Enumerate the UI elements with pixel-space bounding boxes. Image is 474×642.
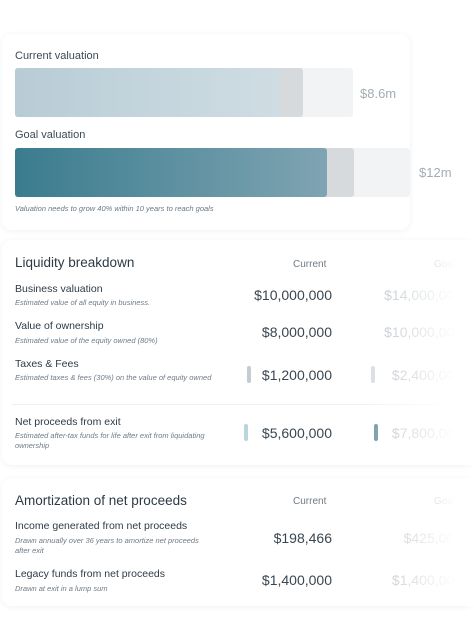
business-valuation-title: Business valuation xyxy=(15,283,103,295)
net-proceeds-title: Net proceeds from exit xyxy=(15,416,121,428)
amortization-col-goal: Goal xyxy=(434,496,456,507)
legacy-funds-goal: $1,400,000 xyxy=(391,572,462,588)
value-of-ownership-title: Value of ownership xyxy=(15,320,104,332)
income-generated-subtitle: Drawn annually over 36 years to amortize… xyxy=(15,536,199,555)
net-proceeds-current: $5,600,000 xyxy=(261,425,332,441)
net-current-indicator xyxy=(244,424,248,441)
value-of-ownership-subtitle: Estimated value of the equity owned (80%… xyxy=(15,336,158,345)
goal-valuation-value: $12m xyxy=(419,165,452,180)
taxes-fees-current: $1,200,000 xyxy=(261,367,332,383)
legacy-funds-current: $1,400,000 xyxy=(261,572,332,588)
taxes-fees-goal: $2,400,000 xyxy=(391,367,462,383)
business-valuation-current: $10,000,000 xyxy=(254,287,332,303)
value-of-ownership-current: $8,000,000 xyxy=(261,324,332,340)
taxes-fees-subtitle: Estimated taxes & fees (30%) on the valu… xyxy=(15,373,212,382)
net-proceeds-goal: $7,800,000 xyxy=(391,425,462,441)
current-valuation-value: $8.6m xyxy=(360,86,397,101)
value-of-ownership-goal: $10,000,000 xyxy=(384,324,462,340)
income-generated-title: Income generated from net proceeds xyxy=(15,520,188,532)
net-proceeds-subtitle: Estimated after-tax funds for life after… xyxy=(15,431,205,450)
business-valuation-subtitle: Estimated value of all equity in busines… xyxy=(15,298,151,307)
income-generated-current: $198,466 xyxy=(273,530,332,546)
liquidity-divider xyxy=(12,404,464,405)
valuation-card: Current valuation $8.6m Goal valuation $… xyxy=(2,34,452,230)
amortization-card: Amortization of net proceeds Current Goa… xyxy=(2,478,474,606)
goal-valuation-bar xyxy=(15,148,327,197)
income-generated-goal: $425,000 xyxy=(403,530,462,546)
valuation-note: Valuation needs to grow 40% within 10 ye… xyxy=(15,204,214,213)
goal-valuation-label: Goal valuation xyxy=(15,129,86,141)
liquidity-col-current: Current xyxy=(293,259,327,270)
liquidity-card: Liquidity breakdown Current Goal Busines… xyxy=(2,240,474,465)
liquidity-title: Liquidity breakdown xyxy=(15,255,135,270)
taxes-current-indicator xyxy=(247,366,251,383)
amortization-col-current: Current xyxy=(293,496,327,507)
legacy-funds-title: Legacy funds from net proceeds xyxy=(15,568,166,580)
taxes-fees-title: Taxes & Fees xyxy=(15,358,79,370)
liquidity-col-goal: Goal xyxy=(434,259,456,270)
amortization-title: Amortization of net proceeds xyxy=(15,493,187,508)
current-valuation-bar xyxy=(15,68,280,117)
business-valuation-goal: $14,000,000 xyxy=(384,287,462,303)
current-valuation-label: Current valuation xyxy=(15,50,99,62)
legacy-funds-subtitle: Drawn at exit in a lump sum xyxy=(15,584,108,593)
